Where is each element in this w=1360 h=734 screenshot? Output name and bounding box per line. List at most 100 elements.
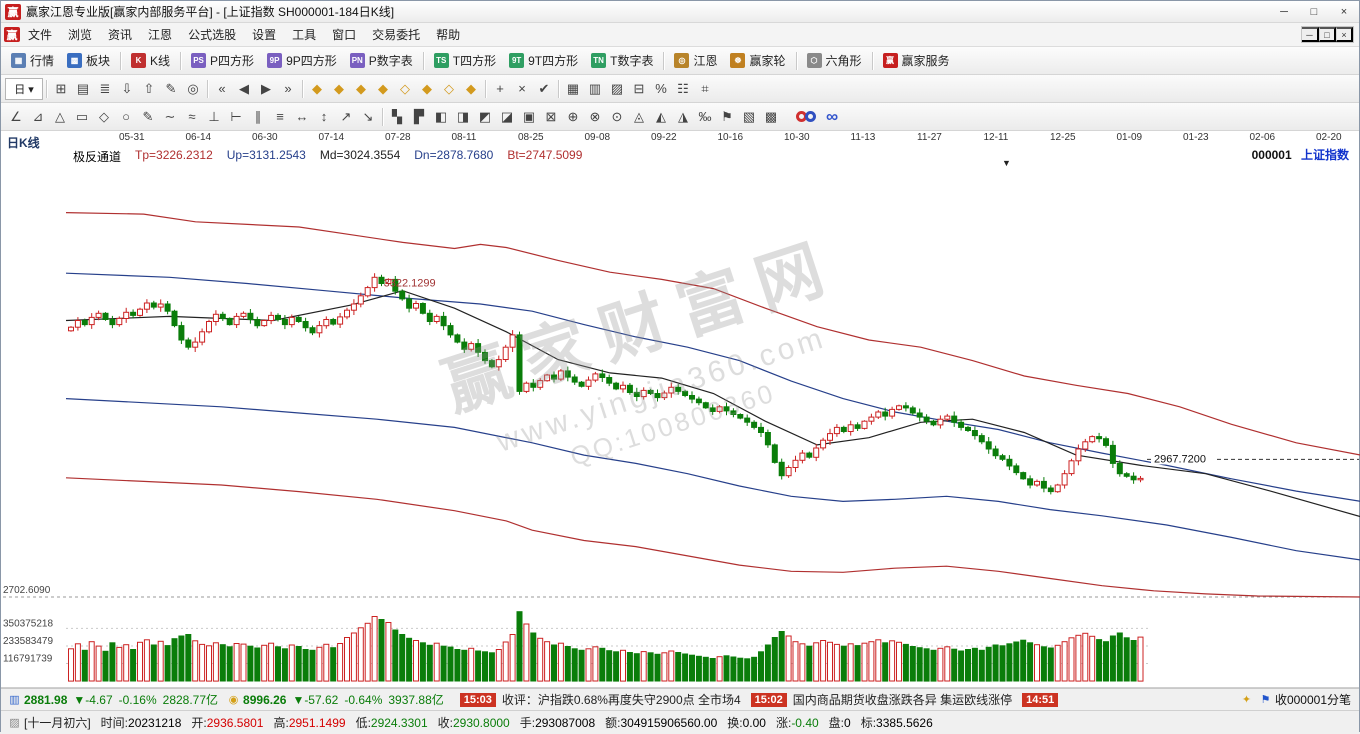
mini-chart-icon[interactable]: ▥ — [9, 694, 20, 706]
target-icon[interactable]: ◎ — [182, 78, 204, 100]
toolbar-p-square-button[interactable]: PS P四方形 — [185, 49, 260, 72]
menu-file[interactable]: 文件 — [28, 28, 53, 42]
menu-browse[interactable]: 浏览 — [68, 28, 93, 42]
menu-formula[interactable]: 公式选股 — [188, 28, 237, 42]
half-diag-b-icon[interactable]: ◪ — [496, 106, 518, 128]
triangle-right-icon[interactable]: ◮ — [672, 106, 694, 128]
gann-square-tool-icon[interactable]: ◆ — [306, 78, 328, 100]
angle-tool-icon[interactable]: ∠ — [5, 106, 27, 128]
pencil-tool-icon[interactable]: ✎ — [137, 106, 159, 128]
grid-hash-icon[interactable]: ⌗ — [694, 78, 716, 100]
gann-circle-tool-icon[interactable]: ◇ — [394, 78, 416, 100]
grid-table-icon[interactable]: ▦ — [562, 78, 584, 100]
menu-settings[interactable]: 设置 — [252, 28, 277, 42]
apply-icon[interactable]: ✔ — [533, 78, 555, 100]
toolbar-winner-service-button[interactable]: 赢赢家服务 — [877, 49, 956, 72]
collapse-panel-icon[interactable]: ⊟ — [628, 78, 650, 100]
last-bar-icon[interactable]: » — [277, 78, 299, 100]
percent-scale-icon[interactable]: % — [650, 78, 672, 100]
prev-bar-icon[interactable]: ◀ — [233, 78, 255, 100]
dotted-triangle-icon[interactable]: ◬ — [628, 106, 650, 128]
gann-fan-tool-icon[interactable]: ◆ — [328, 78, 350, 100]
triangle-tool-icon[interactable]: △ — [49, 106, 71, 128]
toolbar-t-square-button[interactable]: TS T四方形 — [428, 49, 502, 72]
pattern-b-icon[interactable]: ▛ — [408, 106, 430, 128]
wave-tool-icon[interactable]: ∼ — [159, 106, 181, 128]
pattern-a-icon[interactable]: ▚ — [386, 106, 408, 128]
toolbar-quotes-button[interactable]: ▦ 行情 — [5, 49, 60, 72]
remove-indicator-icon[interactable]: × — [511, 78, 533, 100]
half-right-icon[interactable]: ◨ — [452, 106, 474, 128]
parallel-lines-tool-icon[interactable]: ∥ — [247, 106, 269, 128]
flag-tool-icon[interactable]: ⚑ — [716, 106, 738, 128]
triple-line-tool-icon[interactable]: ≡ — [269, 106, 291, 128]
horizontal-line-tool-icon[interactable]: ↔ — [291, 106, 313, 128]
toolbar-p-number-button[interactable]: PN P数字表 — [344, 49, 419, 72]
next-bar-icon[interactable]: ▶ — [255, 78, 277, 100]
circle-cross-icon[interactable]: ⊗ — [584, 106, 606, 128]
right-triangle-tool-icon[interactable]: ⊿ — [27, 106, 49, 128]
perpendicular-tool-icon[interactable]: ⊥ — [203, 106, 225, 128]
toolbar-hexagon-button[interactable]: ⬡ 六角形 — [801, 49, 868, 72]
rows-table-icon[interactable]: ▥ — [584, 78, 606, 100]
toolbar-winner-wheel-button[interactable]: ☸ 赢家轮 — [724, 49, 791, 72]
half-diag-a-icon[interactable]: ◩ — [474, 106, 496, 128]
toolbar-gann-button[interactable]: ◎ 江恩 — [668, 49, 723, 72]
toolbar-sectors-button[interactable]: ▩ 板块 — [61, 49, 116, 72]
download-data-icon[interactable]: ⇩ — [116, 78, 138, 100]
mdi-close-button[interactable]: × — [1336, 27, 1353, 42]
list-view-icon[interactable]: ≣ — [94, 78, 116, 100]
index-quote-1[interactable]: 2881.98 ▼-4.67 -0.16% 2828.77亿 — [24, 691, 224, 708]
chart-area[interactable]: 日K线 05-31 06-14 06-30 07-14 07-28 08-11 08-25 0… — [1, 131, 1360, 688]
mdi-restore-button[interactable]: □ — [1319, 27, 1336, 42]
toolbar-9t-square-button[interactable]: 9T 9T四方形 — [503, 49, 584, 72]
menu-gann[interactable]: 江恩 — [148, 28, 173, 42]
stack-icon[interactable]: ☷ — [672, 78, 694, 100]
minimize-button[interactable]: ─ — [1269, 1, 1299, 22]
index-quote-2[interactable]: 8996.26 ▼-57.62 -0.64% 3937.88亿 — [243, 691, 450, 708]
filled-box-icon[interactable]: ▣ — [518, 106, 540, 128]
maximize-button[interactable]: □ — [1299, 1, 1329, 22]
rectangle-tool-icon[interactable]: ▭ — [71, 106, 93, 128]
layout-grid-icon[interactable]: ⊞ — [50, 78, 72, 100]
permille-icon[interactable]: ‰ — [694, 106, 716, 128]
double-wave-tool-icon[interactable]: ≈ — [181, 106, 203, 128]
half-left-icon[interactable]: ◧ — [430, 106, 452, 128]
gann-wheel-tool-icon[interactable]: ◆ — [416, 78, 438, 100]
menu-trade[interactable]: 交易委托 — [372, 28, 421, 42]
upload-data-icon[interactable]: ⇧ — [138, 78, 160, 100]
period-day-dropdown[interactable]: 日 ▾ — [5, 77, 43, 100]
kline-chart-canvas[interactable]: 2702.6090 350375218 233583479 116791739 2967… — [1, 145, 1360, 687]
rhombus-tool-icon[interactable]: ◇ — [93, 106, 115, 128]
ellipse-tool-icon[interactable]: ○ — [115, 106, 137, 128]
news-link-2[interactable]: 国内商品期货收盘涨跌各异 集运欧线涨停 — [792, 693, 1013, 707]
first-bar-icon[interactable]: « — [211, 78, 233, 100]
vertical-line-tool-icon[interactable]: ↕ — [313, 106, 335, 128]
gann-time-tool-icon[interactable]: ◆ — [460, 78, 482, 100]
dense-shade-tool-icon[interactable]: ▩ — [760, 106, 782, 128]
save-layout-icon[interactable]: ▤ — [72, 78, 94, 100]
gann-box-tool-icon[interactable]: ◆ — [350, 78, 372, 100]
glasses-3d-icon[interactable] — [796, 111, 816, 122]
edit-icon[interactable]: ✎ — [160, 78, 182, 100]
shade-tool-icon[interactable]: ▧ — [738, 106, 760, 128]
news-link-1[interactable]: 收评：沪指跌0.68%再度失守2900点 全市场4 — [501, 693, 741, 707]
menu-window[interactable]: 窗口 — [332, 28, 357, 42]
circle-plus-icon[interactable]: ⊕ — [562, 106, 584, 128]
add-indicator-icon[interactable]: + — [489, 78, 511, 100]
crossed-box-icon[interactable]: ⊠ — [540, 106, 562, 128]
gann-angle-tool-icon[interactable]: ◆ — [372, 78, 394, 100]
menu-tools[interactable]: 工具 — [292, 28, 317, 42]
menu-help[interactable]: 帮助 — [436, 28, 461, 42]
gann-grid-tool-icon[interactable]: ◇ — [438, 78, 460, 100]
trend-up-tool-icon[interactable]: ↗ — [335, 106, 357, 128]
toolbar-kline-button[interactable]: K K线 — [125, 49, 176, 72]
tangent-tool-icon[interactable]: ⊢ — [225, 106, 247, 128]
tick-detail-label[interactable]: 收000001分笔 — [1274, 693, 1351, 707]
infinity-logo-icon[interactable]: ∞ — [826, 106, 839, 126]
trend-down-tool-icon[interactable]: ↘ — [357, 106, 379, 128]
mdi-minimize-button[interactable]: ─ — [1302, 27, 1319, 42]
menu-news[interactable]: 资讯 — [108, 28, 133, 42]
toolbar-t-number-button[interactable]: TN T数字表 — [585, 49, 659, 72]
circle-dot-icon[interactable]: ⊙ — [606, 106, 628, 128]
